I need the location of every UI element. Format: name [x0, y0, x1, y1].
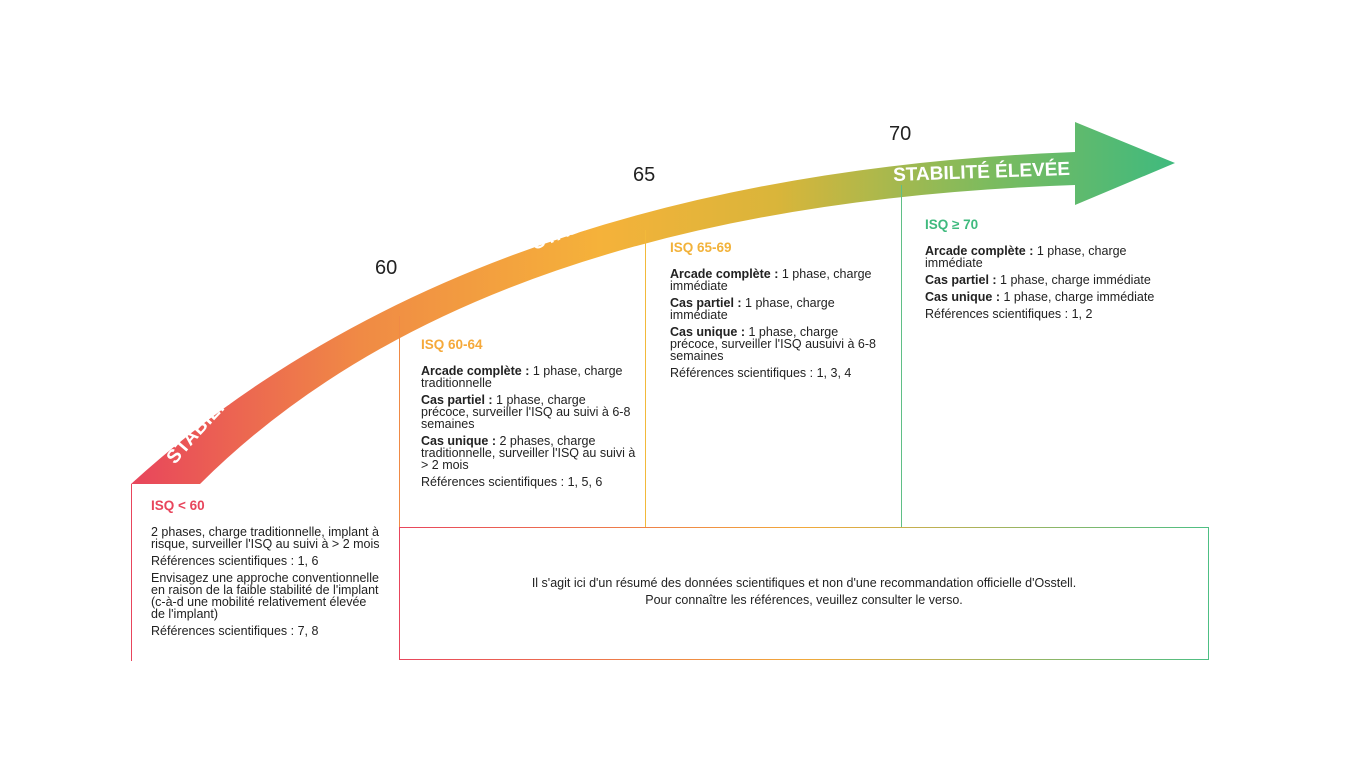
- tick-70: 70: [889, 123, 912, 145]
- item-text: 1 phase, charge précoce, surveiller l'IS…: [421, 393, 631, 431]
- item-full-arch: Arcade complète : 1 phase, charge immédi…: [925, 244, 1165, 270]
- column-isq-70-plus: ISQ ≥ 70 Arcade complète : 1 phase, char…: [925, 217, 1165, 325]
- column-title: ISQ 60-64: [421, 337, 483, 352]
- column-title: ISQ ≥ 70: [925, 217, 979, 232]
- column-title: ISQ 65-69: [670, 240, 732, 255]
- item-single: Cas unique : 1 phase, charge précoce, su…: [670, 325, 885, 363]
- item-label: Cas unique :: [421, 434, 497, 448]
- divider-low: [131, 484, 132, 661]
- divider-65: [645, 230, 646, 528]
- item-text: 2 phases, charge traditionnelle, surveil…: [421, 434, 636, 472]
- item-full-arch: Arcade complète : 1 phase, charge immédi…: [670, 267, 885, 293]
- arrow-body: [131, 122, 1175, 484]
- references-text: Références scientifiques : 7, 8: [151, 624, 319, 638]
- recommendation-text: Envisagez une approche conventionnelle e…: [151, 571, 379, 621]
- item-label: Cas unique :: [670, 325, 746, 339]
- item-partial: Cas partiel : 1 phase, charge précoce, s…: [421, 393, 636, 431]
- item-text: 1 phase, charge immédiate: [1003, 290, 1155, 304]
- protocol-text: 2 phases, charge traditionnelle, implant…: [151, 525, 380, 551]
- item-partial: Cas partiel : 1 phase, charge immédiate: [670, 296, 885, 322]
- item-text: 1 phase, charge immédiate: [670, 267, 872, 293]
- references-text: Références scientifiques : 1, 3, 4: [670, 366, 852, 380]
- item-label: Arcade complète :: [421, 364, 530, 378]
- item-label: Cas partiel :: [925, 273, 997, 287]
- item-label: Cas unique :: [925, 290, 1001, 304]
- tick-60: 60: [375, 257, 398, 279]
- item-text: 1 phase, charge immédiate: [1000, 273, 1151, 287]
- item-label: Cas partiel :: [670, 296, 742, 310]
- column-title: ISQ < 60: [151, 498, 205, 513]
- references-text: Références scientifiques : 1, 5, 6: [421, 475, 603, 489]
- column-isq-65-69: ISQ 65-69 Arcade complète : 1 phase, cha…: [670, 240, 885, 384]
- references-text: Références scientifiques : 1, 6: [151, 554, 319, 568]
- item-label: Arcade complète :: [670, 267, 779, 281]
- item-partial: Cas partiel : 1 phase, charge immédiate: [925, 273, 1165, 287]
- disclaimer-line-2: Pour connaître les références, veuillez …: [645, 593, 963, 607]
- column-isq-60-64: ISQ 60-64 Arcade complète : 1 phase, cha…: [421, 337, 636, 493]
- disclaimer-line-1: Il s'agit ici d'un résumé des données sc…: [531, 576, 1077, 590]
- divider-70: [901, 185, 902, 528]
- item-text: 1 phase, charge traditionnelle: [421, 364, 623, 390]
- divider-60: [399, 316, 400, 528]
- item-label: Cas partiel :: [421, 393, 493, 407]
- references-text: Références scientifiques : 1, 2: [925, 307, 1093, 321]
- item-single: Cas unique : 1 phase, charge immédiate: [925, 290, 1165, 304]
- item-text: 1 phase, charge précoce, surveiller l'IS…: [670, 325, 876, 363]
- tick-65: 65: [633, 164, 656, 186]
- item-text: 1 phase, charge immédiate: [670, 296, 835, 322]
- column-isq-below-60: ISQ < 60 2 phases, charge traditionnelle…: [151, 498, 381, 642]
- item-text: 1 phase, charge immédiate: [925, 244, 1127, 270]
- item-label: Arcade complète :: [925, 244, 1034, 258]
- disclaimer-box: Il s'agit ici d'un résumé des données sc…: [399, 527, 1209, 660]
- item-full-arch: Arcade complète : 1 phase, charge tradit…: [421, 364, 636, 390]
- item-single: Cas unique : 2 phases, charge traditionn…: [421, 434, 636, 472]
